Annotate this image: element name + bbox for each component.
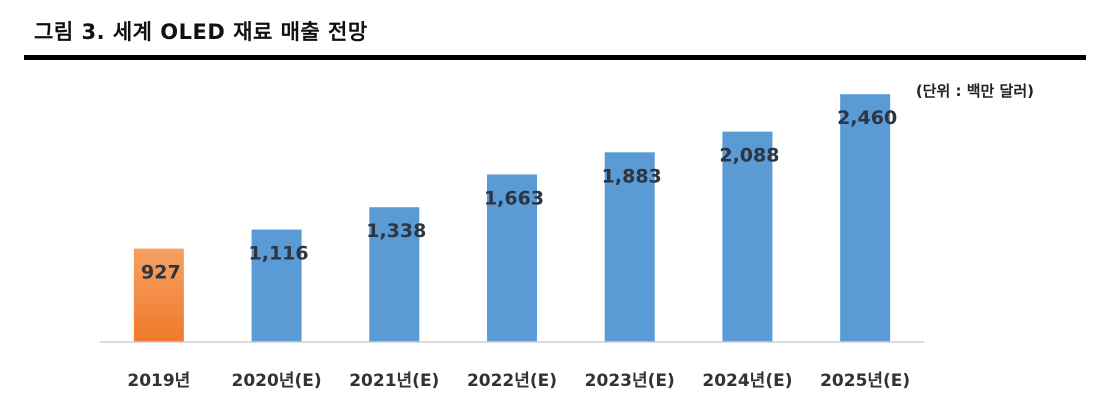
bar-2025년(E) [840, 94, 891, 342]
unit-label: (단위 : 백만 달러) [915, 82, 1034, 100]
x-tick-label: 2024년(E) [702, 371, 792, 391]
data-label: 1,883 [602, 165, 662, 187]
x-tick-label: 2019년 [127, 371, 190, 391]
data-label: 1,116 [249, 243, 309, 265]
x-tick-label: 2022년(E) [467, 371, 557, 391]
data-label: 2,460 [837, 107, 897, 129]
page-title: 그림 3. 세계 OLED 재료 매출 전망 [34, 20, 368, 44]
x-tick-label: 2025년(E) [820, 371, 910, 391]
x-tick-label: 2020년(E) [232, 371, 322, 391]
x-tick-label: 2021년(E) [349, 371, 439, 391]
title-divider [24, 55, 1086, 60]
data-label: 927 [141, 262, 181, 284]
data-label: 1,338 [366, 220, 426, 242]
bar-2020년(E) [251, 229, 302, 342]
data-label: 1,663 [484, 187, 544, 209]
bar-2023년(E) [604, 152, 655, 342]
x-tick-label: 2023년(E) [585, 371, 675, 391]
bar-2024년(E) [722, 131, 773, 342]
bar-2021년(E) [369, 207, 420, 342]
bar-2022년(E) [487, 174, 537, 342]
data-label: 2,088 [719, 145, 779, 167]
bar-2019년 [133, 248, 184, 342]
